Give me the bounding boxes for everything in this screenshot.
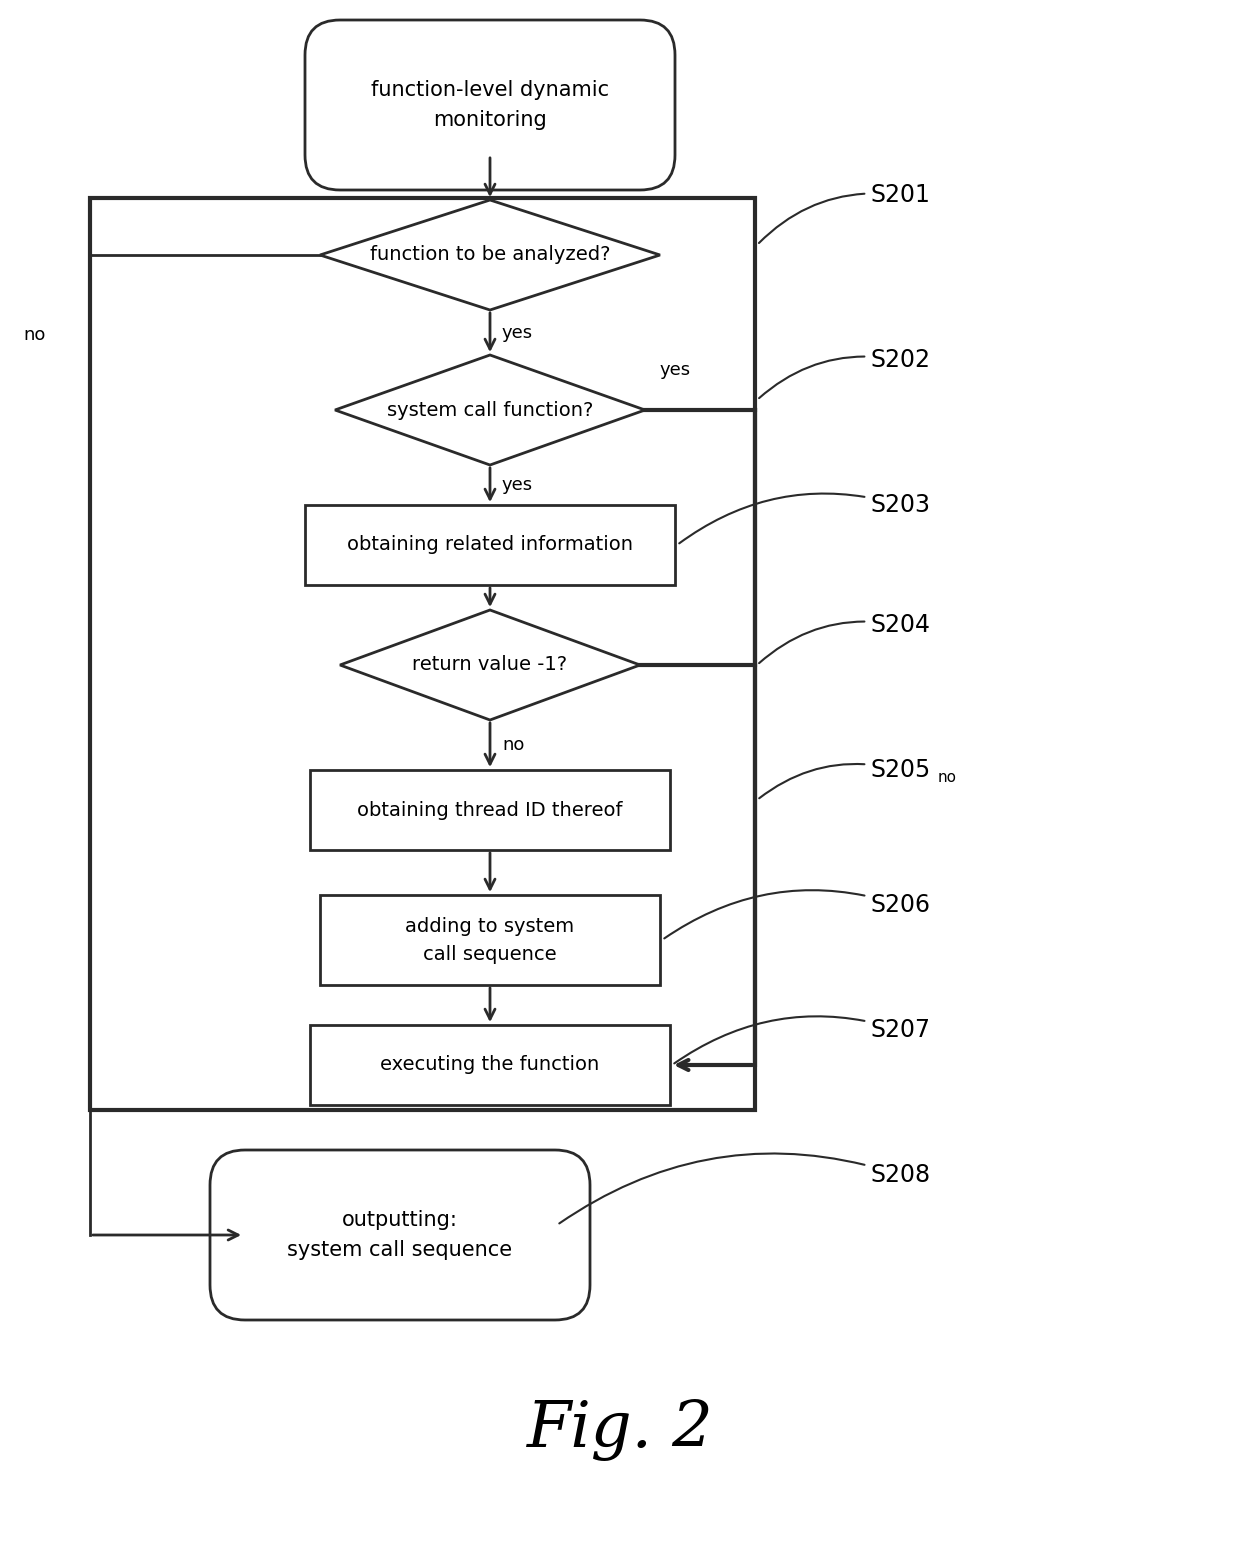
Text: adding to system
call sequence: adding to system call sequence [405, 917, 574, 964]
Text: S205: S205 [759, 757, 930, 798]
Text: yes: yes [502, 323, 533, 341]
Text: S208: S208 [559, 1153, 930, 1223]
Text: no: no [24, 326, 46, 345]
Text: system call function?: system call function? [387, 400, 593, 419]
Text: executing the function: executing the function [381, 1055, 600, 1074]
Text: Fig. 2: Fig. 2 [527, 1398, 713, 1460]
Text: no: no [502, 736, 525, 754]
Bar [310, 770, 670, 850]
Polygon shape [320, 200, 660, 310]
Polygon shape [335, 355, 645, 466]
Text: obtaining thread ID thereof: obtaining thread ID thereof [357, 801, 622, 819]
Text: outputting:
system call sequence: outputting: system call sequence [288, 1211, 512, 1260]
Text: function to be analyzed?: function to be analyzed? [370, 245, 610, 264]
Bar [305, 504, 675, 585]
Text: S203: S203 [680, 494, 930, 543]
Bar [320, 896, 660, 986]
Text: yes: yes [660, 362, 691, 379]
Bar [91, 199, 755, 1110]
Text: S204: S204 [759, 613, 930, 663]
Bar [310, 1024, 670, 1105]
Text: function-level dynamic
monitoring: function-level dynamic monitoring [371, 81, 609, 130]
Polygon shape [340, 610, 640, 720]
FancyBboxPatch shape [210, 1150, 590, 1321]
Text: S206: S206 [665, 891, 930, 939]
FancyBboxPatch shape [305, 20, 675, 189]
Text: S201: S201 [759, 183, 930, 244]
Text: S202: S202 [759, 348, 930, 399]
Text: obtaining related information: obtaining related information [347, 535, 632, 554]
Text: yes: yes [502, 476, 533, 494]
Text: return value -1?: return value -1? [413, 655, 568, 675]
Text: no: no [937, 770, 957, 785]
Text: S207: S207 [675, 1017, 930, 1063]
